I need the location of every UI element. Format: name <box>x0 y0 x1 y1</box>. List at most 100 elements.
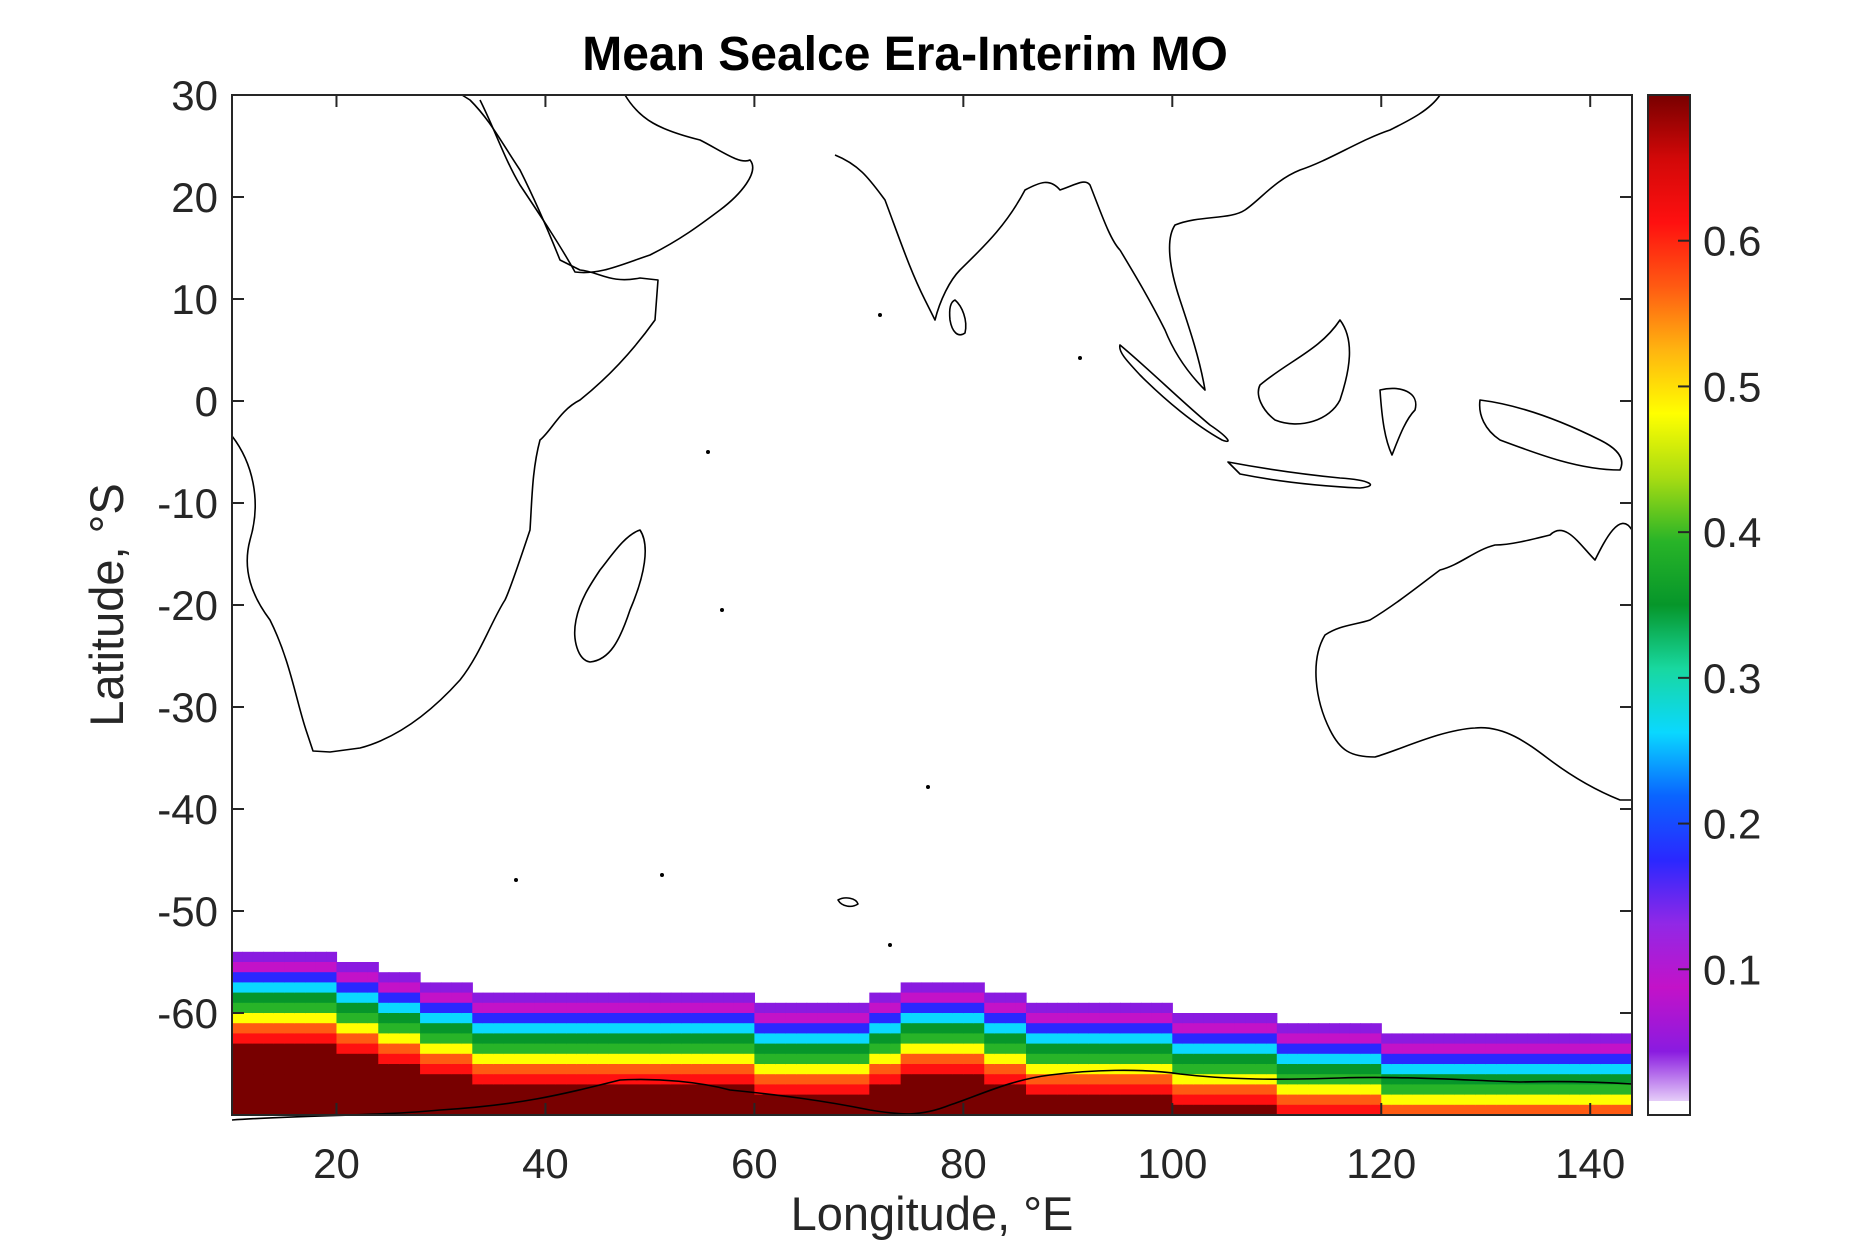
heat-cell <box>440 1023 453 1034</box>
heat-cell <box>911 1023 923 1034</box>
heat-cell <box>1569 1104 1581 1116</box>
heat-cell <box>555 1104 567 1116</box>
heat-cell <box>378 1023 390 1034</box>
heat-cell <box>608 1074 620 1085</box>
heat-cell <box>1203 1043 1215 1055</box>
heat-cell <box>994 1094 1006 1106</box>
heat-cell <box>284 972 296 983</box>
heat-cell <box>723 1043 735 1055</box>
heat-cell <box>1485 1074 1497 1085</box>
heat-cell <box>232 1094 244 1106</box>
heat-cell <box>1611 1094 1623 1106</box>
heat-cell <box>336 982 348 994</box>
heat-cell <box>1297 1033 1309 1045</box>
heat-cell <box>942 1013 954 1024</box>
heat-cell <box>639 1023 651 1034</box>
heat-cell <box>1360 1043 1372 1055</box>
heat-cell <box>252 982 264 994</box>
heat-cell <box>503 1084 515 1096</box>
heat-cell <box>1140 1094 1153 1106</box>
heat-cell <box>1621 1033 1633 1045</box>
heat-cell <box>796 1074 808 1085</box>
heat-cell <box>1558 1074 1570 1085</box>
heat-cell <box>1496 1094 1508 1106</box>
heat-cell <box>932 1002 944 1014</box>
heat-cell <box>378 972 390 983</box>
heat-cell <box>984 1104 996 1116</box>
heat-cell <box>963 1033 975 1045</box>
heat-cell <box>284 1064 296 1075</box>
heat-cell <box>367 1023 379 1034</box>
heat-cell <box>1381 1064 1393 1075</box>
heat-cell <box>346 1074 358 1085</box>
heat-cell <box>1130 1043 1142 1055</box>
heat-cell <box>1026 1084 1038 1096</box>
heat-cell <box>1517 1104 1529 1116</box>
heat-cell <box>785 1053 797 1065</box>
heat-cell <box>785 1023 797 1034</box>
heat-cell <box>691 1002 703 1014</box>
heat-cell <box>681 1094 693 1106</box>
heat-cell <box>346 1094 358 1106</box>
heat-cell <box>346 1013 358 1024</box>
heat-cell <box>597 1023 609 1034</box>
heat-cell <box>1026 1064 1038 1075</box>
x-axis: 20 40 60 80 100 120 140 <box>313 95 1625 1187</box>
heat-cell <box>858 1094 870 1106</box>
heat-cell <box>691 1104 703 1116</box>
heat-cell <box>1046 1084 1058 1096</box>
heat-cell <box>315 1023 327 1034</box>
heat-cell <box>712 1094 724 1106</box>
heat-cell <box>733 1104 745 1116</box>
x-tick-label: 60 <box>731 1140 778 1187</box>
heat-cell <box>1360 1023 1372 1034</box>
heat-cell <box>1099 1043 1111 1055</box>
heat-cell <box>1005 1074 1017 1085</box>
heat-cell <box>461 992 473 1004</box>
heat-cell <box>1015 1013 1027 1024</box>
heat-cell <box>1088 1074 1100 1085</box>
heat-cell <box>858 1064 870 1075</box>
heat-cell <box>827 1104 839 1116</box>
heat-cell <box>785 1084 797 1096</box>
heat-cell <box>1558 1094 1570 1106</box>
heat-cell <box>1067 1002 1079 1014</box>
borneo-coastline <box>1257 319 1351 425</box>
heat-cell <box>952 1043 964 1055</box>
heat-cell <box>399 1053 411 1065</box>
heat-cell <box>639 1104 651 1116</box>
heat-cell <box>1067 1033 1079 1045</box>
heat-cell <box>921 1043 933 1055</box>
heat-cell <box>1287 1094 1299 1106</box>
heat-cell <box>775 1043 787 1055</box>
heat-cell <box>1224 1013 1236 1024</box>
heat-cell <box>357 1074 369 1085</box>
heat-cell <box>263 1104 275 1116</box>
heat-cell <box>848 1104 860 1116</box>
heat-cell <box>305 972 317 983</box>
heat-cell <box>764 1002 776 1014</box>
heat-cell <box>900 1084 912 1096</box>
heat-cell <box>1506 1074 1518 1085</box>
x-axis-label: Longitude, °E <box>791 1187 1074 1240</box>
heat-cell <box>608 1013 620 1024</box>
heat-cell <box>1203 1074 1215 1085</box>
heat-cell <box>660 1023 672 1034</box>
heat-cell <box>702 1064 714 1075</box>
heat-cell <box>1151 1074 1163 1085</box>
heat-cell <box>670 1013 682 1024</box>
heat-cell <box>1475 1064 1487 1075</box>
heat-cell <box>733 1053 745 1065</box>
heat-cell <box>723 1094 735 1106</box>
heat-cell <box>242 1084 254 1096</box>
heat-cell <box>1046 1053 1058 1065</box>
heat-cell <box>1172 1053 1184 1065</box>
heat-cell <box>305 982 317 994</box>
heat-cell <box>1402 1094 1414 1106</box>
heat-cell <box>1067 1064 1079 1075</box>
colorbar-tick-label: 0.4 <box>1703 509 1761 556</box>
heat-cell <box>1161 1064 1173 1075</box>
heat-cell <box>1067 1074 1079 1085</box>
heat-cell <box>1015 1094 1027 1106</box>
heat-cell <box>472 1074 484 1085</box>
